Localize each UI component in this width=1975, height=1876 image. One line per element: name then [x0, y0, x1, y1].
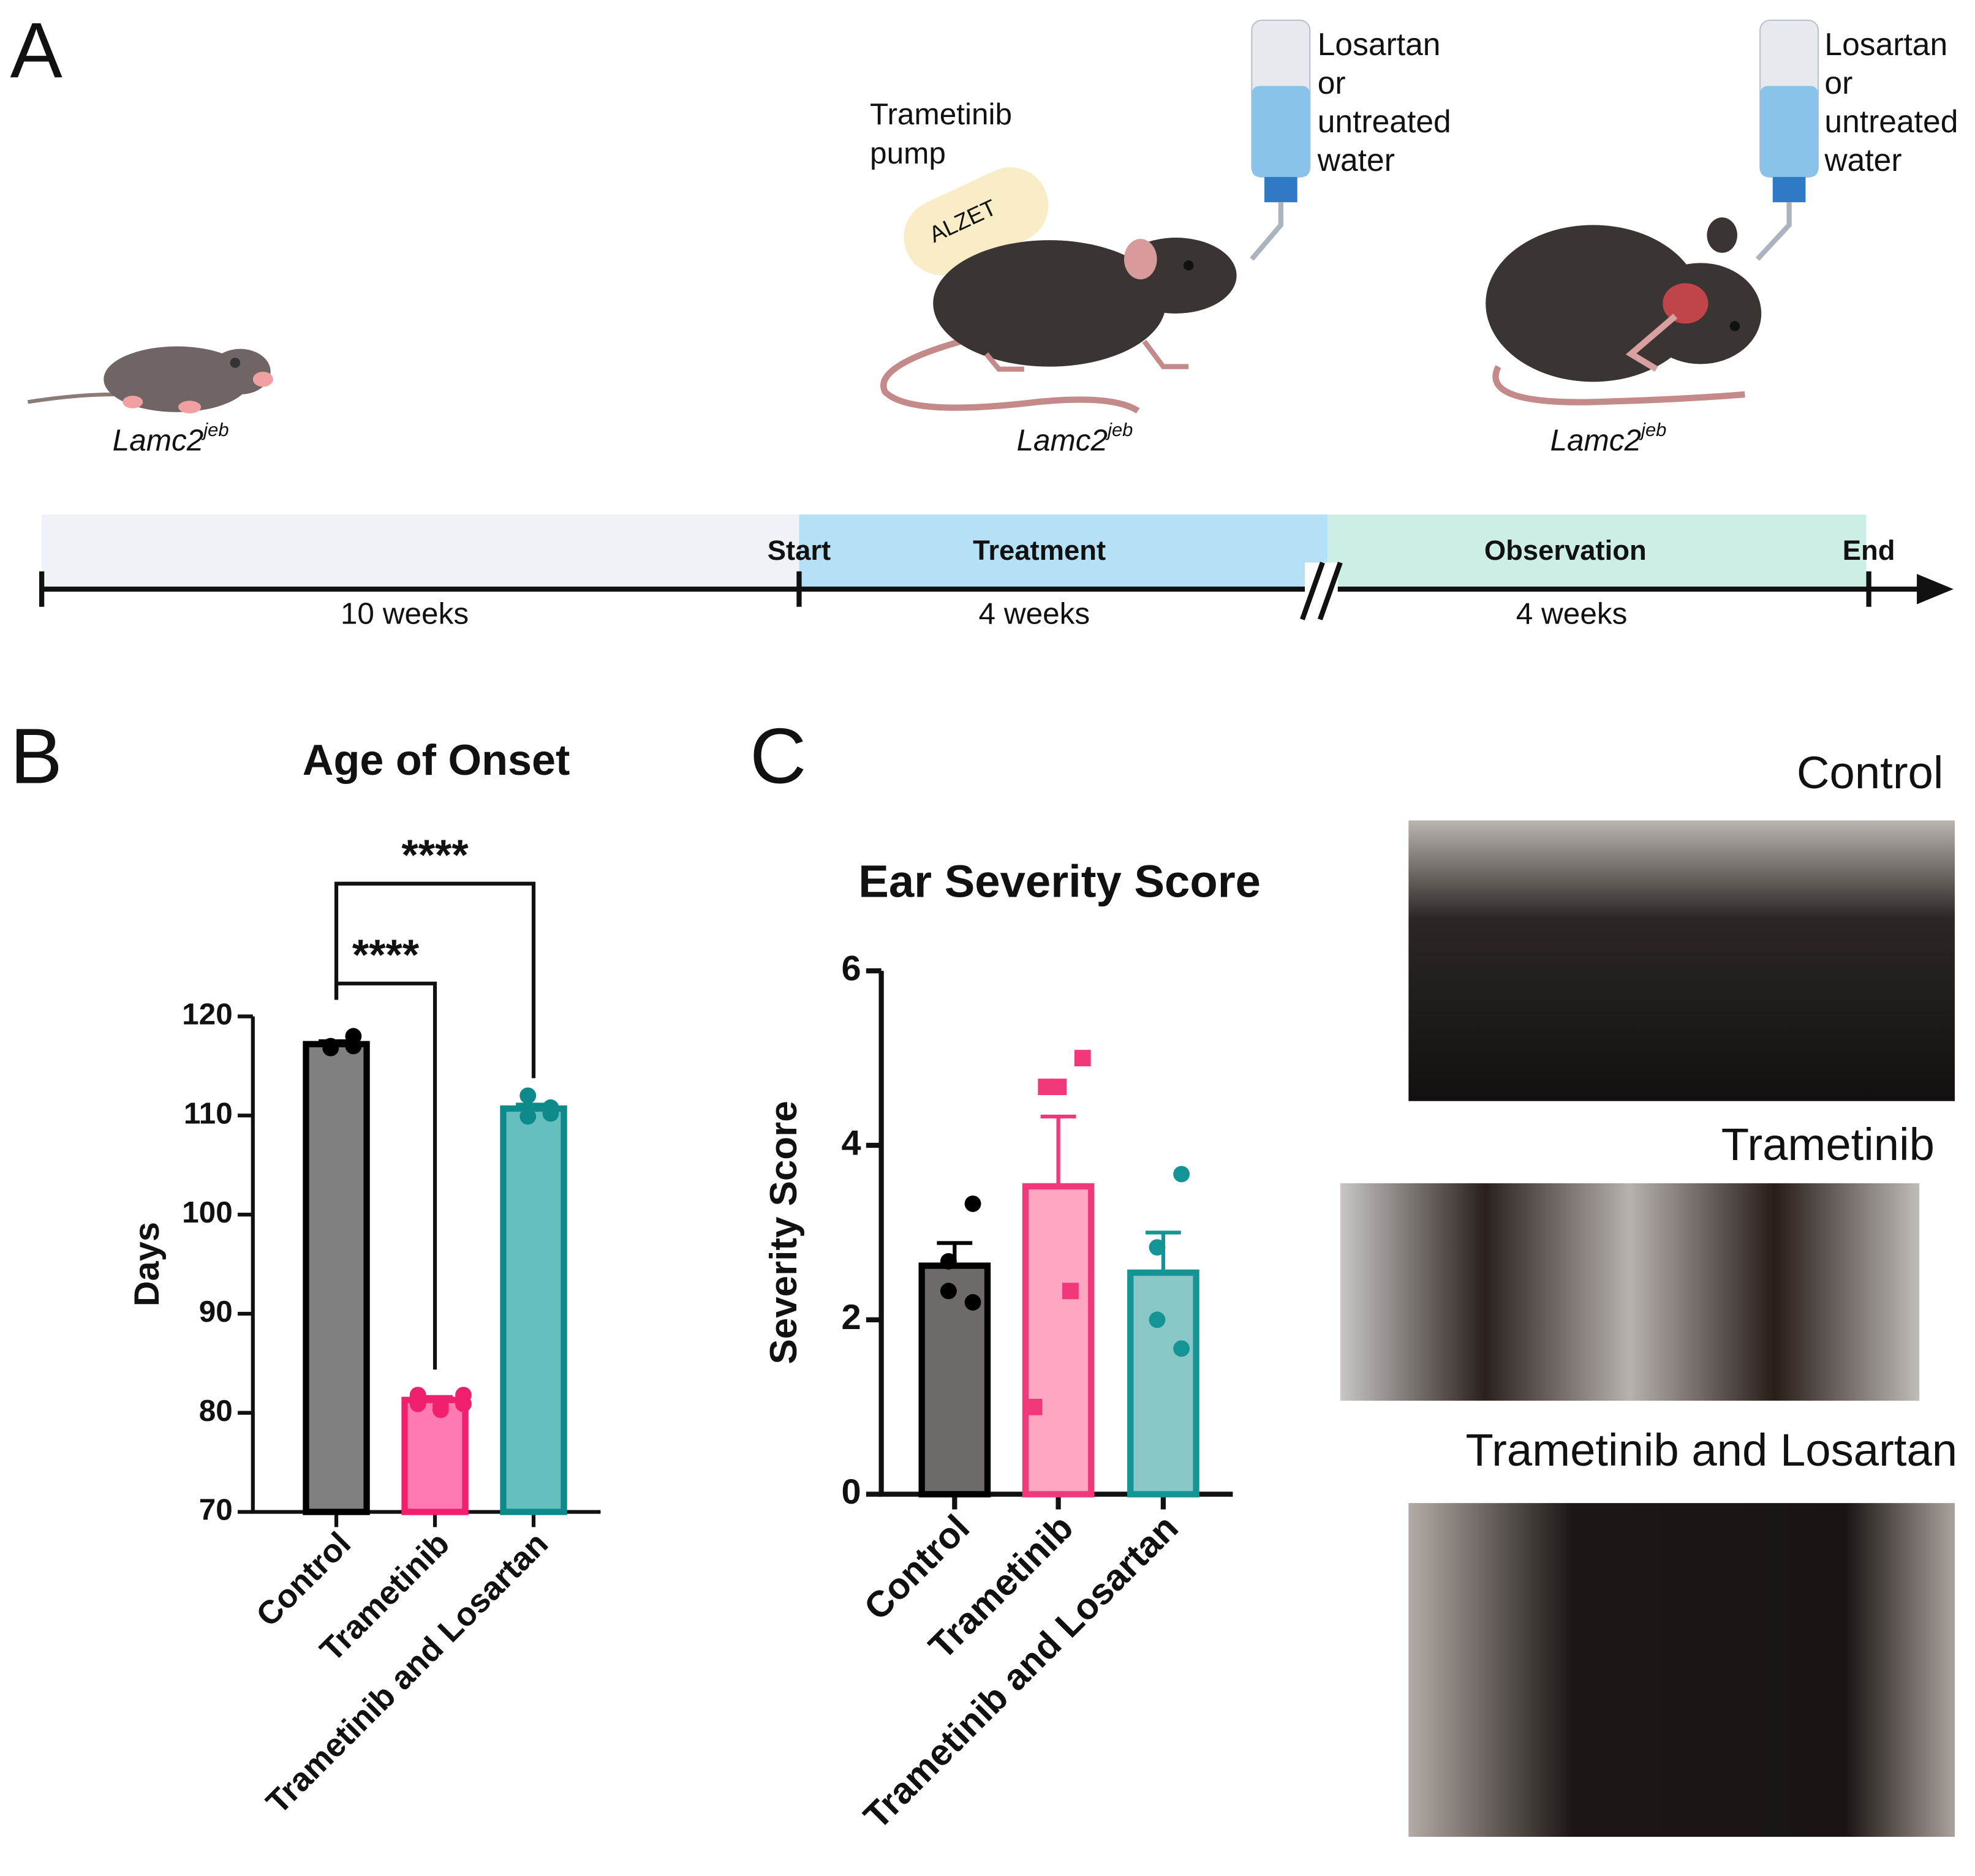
photo — [1408, 820, 1955, 1101]
photo — [1340, 1183, 1920, 1401]
genotype-sup: jeb — [1105, 419, 1133, 440]
genotype-label: Lamc2jeb — [1550, 419, 1666, 457]
data-point — [322, 1039, 339, 1057]
data-point — [1050, 1079, 1067, 1095]
y-tick-label: 6 — [841, 949, 861, 988]
pump-label: pump — [870, 137, 946, 170]
bar — [401, 1396, 469, 1515]
water-bottle — [1250, 19, 1311, 261]
data-point — [345, 1038, 362, 1055]
significance-label: **** — [401, 831, 469, 879]
water-label: water — [1317, 142, 1395, 178]
genotype-label: Lamc2jeb — [113, 419, 229, 457]
photo-label: Trametinib and Losartan — [1466, 1425, 1958, 1475]
y-tick-label: 120 — [182, 998, 233, 1031]
data-point — [1062, 1283, 1079, 1300]
y-tick-label: 80 — [199, 1394, 233, 1428]
water-label: untreated — [1824, 104, 1958, 139]
bar — [918, 1262, 991, 1497]
data-point — [1149, 1239, 1166, 1256]
pump: ALZET — [904, 167, 1049, 276]
water-label: Losartan — [1824, 26, 1947, 62]
bar — [1022, 1183, 1095, 1497]
bar — [303, 1041, 370, 1515]
data-point — [409, 1387, 426, 1404]
data-point — [542, 1105, 559, 1122]
y-tick-label: 2 — [841, 1298, 861, 1337]
bar — [1127, 1269, 1199, 1497]
genotype-sup: jeb — [1639, 419, 1666, 440]
y-tick-label: 70 — [199, 1493, 233, 1527]
genotype-label: Lamc2jeb — [1016, 419, 1133, 457]
mouse-adult — [1486, 217, 1762, 405]
panel-letter: B — [10, 712, 62, 800]
data-point — [432, 1398, 449, 1414]
water-label: or — [1824, 65, 1852, 100]
timeline — [39, 514, 1954, 620]
data-point — [1173, 1340, 1190, 1357]
data-point — [455, 1395, 472, 1412]
data-point — [1173, 1166, 1190, 1183]
panel-letter: C — [750, 712, 806, 800]
error-bar — [1040, 1114, 1076, 1186]
y-tick-label: 100 — [182, 1196, 233, 1229]
data-point — [1149, 1311, 1166, 1328]
mouse-pup — [27, 346, 273, 413]
genotype-base: Lamc2 — [113, 423, 204, 457]
y-axis-label: Days — [127, 1222, 167, 1306]
data-point — [1025, 1398, 1043, 1415]
data-point — [1074, 1050, 1091, 1066]
data-point — [519, 1108, 537, 1125]
significance-label: **** — [352, 930, 420, 979]
y-tick-label: 4 — [841, 1123, 861, 1162]
water-label: untreated — [1318, 104, 1451, 139]
water-bottle — [1755, 19, 1819, 261]
genotype-base: Lamc2 — [1016, 423, 1108, 457]
y-axis-label: Severity Score — [763, 1101, 805, 1364]
data-point — [964, 1196, 981, 1212]
chart-title: Age of Onset — [303, 736, 570, 784]
mouse-adult — [880, 238, 1237, 414]
genotype-sup: jeb — [201, 419, 228, 440]
photo — [1408, 1503, 1955, 1837]
pump-label: Trametinib — [870, 97, 1012, 131]
photo-label: Trametinib — [1721, 1119, 1935, 1170]
water-label: Losartan — [1318, 26, 1441, 62]
water-label: water — [1824, 142, 1901, 178]
timeline-duration: 4 weeks — [979, 597, 1090, 630]
photo-label: Control — [1797, 747, 1944, 798]
data-point — [964, 1294, 981, 1311]
bar — [500, 1105, 567, 1515]
y-tick-label: 0 — [841, 1472, 861, 1512]
data-point — [940, 1253, 957, 1270]
water-label: or — [1318, 65, 1346, 100]
genotype-base: Lamc2 — [1550, 423, 1641, 457]
y-tick-label: 110 — [184, 1096, 233, 1130]
panel-letter: A — [10, 7, 63, 95]
data-point — [940, 1283, 957, 1300]
timeline-phase: Treatment — [973, 535, 1106, 566]
chart-title: Ear Severity Score — [858, 856, 1261, 906]
water-labels: LosartanoruntreatedwaterLosartanoruntrea… — [1317, 26, 1958, 178]
timeline-duration: 4 weeks — [1516, 597, 1628, 630]
data-point — [519, 1087, 537, 1104]
timeline-marker: End — [1843, 535, 1895, 566]
timeline-marker: Start — [768, 535, 831, 566]
timeline-phase: Observation — [1484, 535, 1647, 566]
significance-bracket — [334, 881, 536, 1079]
y-tick-label: 90 — [199, 1295, 233, 1328]
timeline-duration: 10 weeks — [341, 597, 469, 630]
